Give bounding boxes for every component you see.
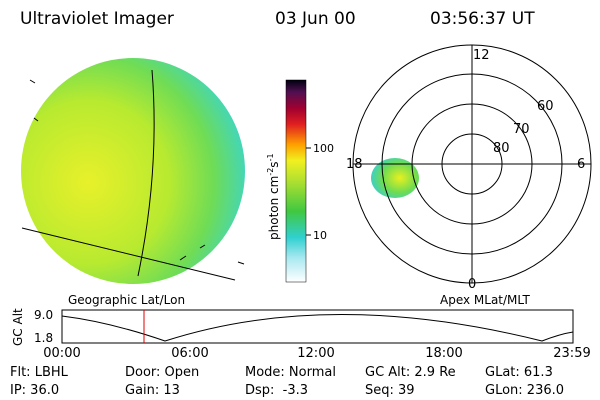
colorbar-scale: [285, 79, 307, 283]
time-tick: 23:59: [553, 346, 590, 361]
mlt-label: 12: [473, 48, 490, 63]
time-tick: 06:00: [171, 346, 208, 361]
aurora: [371, 158, 419, 198]
footer-field: IP: 36.0: [10, 383, 59, 398]
parallel: [21, 227, 236, 281]
header: Ultraviolet Imager 03 Jun 00 03:56:37 UT: [20, 9, 535, 29]
footer-field: Dsp: -3.3: [245, 383, 308, 398]
geographic-image: [21, 58, 245, 284]
panel-label: Geographic Lat/Lon: [68, 293, 185, 307]
earth-disk: [21, 58, 245, 284]
meridian: [137, 69, 155, 277]
unit-exp: -2: [266, 168, 275, 176]
mlt-label: 6: [577, 157, 585, 172]
time-tick: 12:00: [297, 346, 334, 361]
mlat-label: 60: [537, 99, 554, 114]
footer: Flt: LBHL Door: Open Mode: Normal GC Alt: 2…: [10, 365, 564, 398]
strip-max: 9.0: [34, 308, 53, 322]
footer-field: Seq: 39: [365, 383, 415, 398]
unit: s: [267, 161, 281, 167]
footer-field: Flt: LBHL: [10, 365, 69, 380]
colorbar-label: photon cm-2s-1: [266, 153, 281, 240]
colorbar-tick-label: 100: [313, 142, 334, 155]
mlt-label: 18: [346, 157, 363, 172]
time-tick: 18:00: [425, 346, 462, 361]
polar-labels: 12 18 6 0 60 70 80: [346, 48, 585, 292]
unit-exp: -1: [266, 153, 275, 161]
colorbar-tick-label: 10: [313, 229, 327, 242]
title: Ultraviolet Imager: [20, 9, 174, 29]
polar-plot: [352, 44, 592, 284]
mlat-label: 70: [513, 122, 530, 137]
strip-frame: [61, 309, 574, 344]
footer-field: GLat: 61.3: [485, 365, 553, 380]
panel-label: Apex MLat/MLT: [440, 293, 530, 307]
time-tick: 00:00: [43, 346, 80, 361]
colorbar: 100 10 photon cm-2s-1: [266, 79, 334, 283]
strip-label: GC Alt: [11, 308, 25, 346]
footer-field: GLon: 236.0: [485, 383, 564, 398]
altitude-curve: [61, 314, 574, 342]
time: 03:56:37 UT: [430, 9, 535, 29]
date: 03 Jun 00: [275, 9, 356, 29]
unit: photon cm: [267, 176, 281, 240]
coastline: [29, 79, 245, 265]
altitude-strip: GC Alt 9.0 1.8 00:00 06:00 12:00 18:00 2…: [11, 308, 591, 361]
footer-field: Gain: 13: [125, 383, 180, 398]
mlt-label: 0: [468, 277, 476, 292]
strip-min: 1.8: [34, 331, 53, 345]
footer-field: Mode: Normal: [245, 365, 336, 380]
mlat-label: 80: [493, 141, 510, 156]
footer-field: GC Alt: 2.9 Re: [365, 365, 456, 380]
footer-field: Door: Open: [125, 365, 199, 380]
